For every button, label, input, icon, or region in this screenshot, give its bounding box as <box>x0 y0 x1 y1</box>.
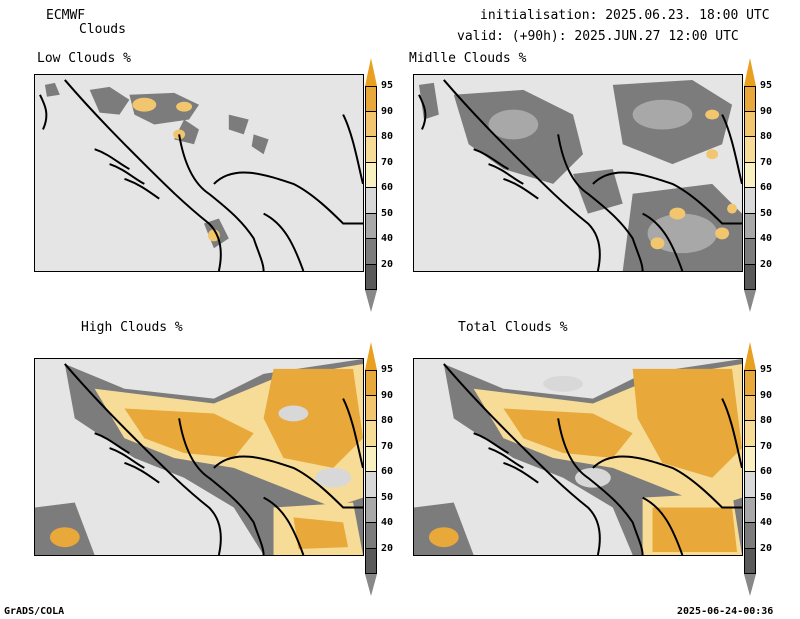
colorbar-segment <box>365 111 377 137</box>
colorbar-segment <box>365 497 377 523</box>
colorbar-label: 60 <box>760 466 773 477</box>
colorbar-segment <box>744 497 756 523</box>
panel-title-total: Total Clouds % <box>458 320 568 335</box>
colorbar-segment <box>744 548 756 574</box>
colorbar-segment <box>365 421 377 447</box>
low-clouds-map <box>39 79 363 271</box>
colorbar-bottom-triangle <box>365 574 377 596</box>
colorbar-segment <box>744 188 756 214</box>
colorbar-top-triangle <box>365 58 377 86</box>
colorbar-label: 70 <box>381 156 394 168</box>
colorbar-label: 80 <box>381 131 394 142</box>
colorbar-segment <box>744 239 756 265</box>
colorbar-label: 50 <box>381 207 394 219</box>
colorbar-segment <box>744 472 756 498</box>
map-panel-total <box>413 358 743 556</box>
colorbar-bottom-triangle <box>744 290 756 312</box>
colorbar-high: 95 90 80 70 60 50 40 20 <box>365 342 393 596</box>
panel-title-middle: Midlle Clouds % <box>409 51 527 66</box>
colorbar-bottom-triangle <box>744 574 756 596</box>
middle-clouds-map <box>418 79 742 271</box>
colorbar-label: 80 <box>760 415 773 426</box>
colorbar-label: 50 <box>760 207 773 219</box>
model-label: ECMWF <box>46 8 86 23</box>
init-time: initialisation: 2025.06.23. 18:00 UTC <box>480 8 770 23</box>
colorbar-segment <box>365 213 377 239</box>
colorbar-label: 80 <box>760 131 773 142</box>
param-label: Clouds <box>79 22 126 37</box>
colorbar-label: 40 <box>381 517 394 528</box>
colorbar-label: 95 <box>760 80 773 91</box>
colorbar-label: 95 <box>381 80 394 91</box>
colorbar-segment <box>744 162 756 188</box>
colorbar-segment <box>365 548 377 574</box>
colorbar-label: 80 <box>381 415 394 426</box>
colorbar-segment <box>744 86 756 112</box>
colorbar-label: 70 <box>381 440 394 452</box>
colorbar-label: 50 <box>760 491 773 503</box>
colorbar-top-triangle <box>744 342 756 370</box>
colorbar-top-triangle <box>744 58 756 86</box>
footer-right: 2025-06-24-00:36 <box>677 606 774 617</box>
colorbar-bottom-triangle <box>365 290 377 312</box>
colorbar-label: 60 <box>381 182 394 193</box>
colorbar-segment <box>365 137 377 163</box>
colorbar-label: 95 <box>760 364 773 375</box>
colorbar-label: 70 <box>760 440 773 452</box>
colorbar-segment <box>744 446 756 472</box>
colorbar-label: 40 <box>760 233 773 244</box>
colorbar-label: 40 <box>381 233 394 244</box>
colorbar-total: 95 90 80 70 60 50 40 20 <box>744 342 772 596</box>
colorbar-label: 20 <box>760 542 773 554</box>
colorbar-segment <box>744 264 756 290</box>
valid-time: valid: (+90h): 2025.JUN.27 12:00 UTC <box>457 29 739 44</box>
colorbar-segment <box>365 188 377 214</box>
panel-title-high: High Clouds % <box>81 320 183 335</box>
map-panel-low <box>34 74 364 272</box>
colorbar-label: 90 <box>381 389 394 401</box>
colorbar-label: 70 <box>760 156 773 168</box>
colorbar-segment <box>365 395 377 421</box>
colorbar-label: 60 <box>381 466 394 477</box>
colorbar-segment <box>744 421 756 447</box>
colorbar-segment <box>365 86 377 112</box>
colorbar-segment <box>365 239 377 265</box>
colorbar-label: 95 <box>381 364 394 375</box>
colorbar-segment <box>744 370 756 396</box>
colorbar-segment <box>365 162 377 188</box>
colorbar-label: 20 <box>760 258 773 270</box>
map-panel-high <box>34 358 364 556</box>
total-clouds-map <box>414 359 742 555</box>
colorbar-segment <box>365 523 377 549</box>
colorbar-low: 95 90 80 70 60 50 40 20 <box>365 58 393 312</box>
colorbar-label: 20 <box>381 542 394 554</box>
colorbar-segment <box>744 137 756 163</box>
colorbar-segment <box>744 523 756 549</box>
colorbar-label: 20 <box>381 258 394 270</box>
colorbar-label: 50 <box>381 491 394 503</box>
colorbar-segment <box>365 264 377 290</box>
colorbar-segment <box>365 472 377 498</box>
panel-title-low: Low Clouds % <box>37 51 131 66</box>
colorbar-label: 60 <box>760 182 773 193</box>
colorbar-segment <box>365 370 377 396</box>
high-clouds-map <box>35 359 363 555</box>
colorbar-middle: 95 90 80 70 60 50 40 20 <box>744 58 772 312</box>
footer-left: GrADS/COLA <box>4 606 65 617</box>
colorbar-segment <box>744 395 756 421</box>
colorbar-label: 90 <box>760 389 773 401</box>
colorbar-segment <box>744 111 756 137</box>
colorbar-label: 40 <box>760 517 773 528</box>
colorbar-segment <box>744 213 756 239</box>
colorbar-segment <box>365 446 377 472</box>
colorbar-label: 90 <box>381 105 394 117</box>
colorbar-top-triangle <box>365 342 377 370</box>
colorbar-label: 90 <box>760 105 773 117</box>
map-panel-middle <box>413 74 743 272</box>
